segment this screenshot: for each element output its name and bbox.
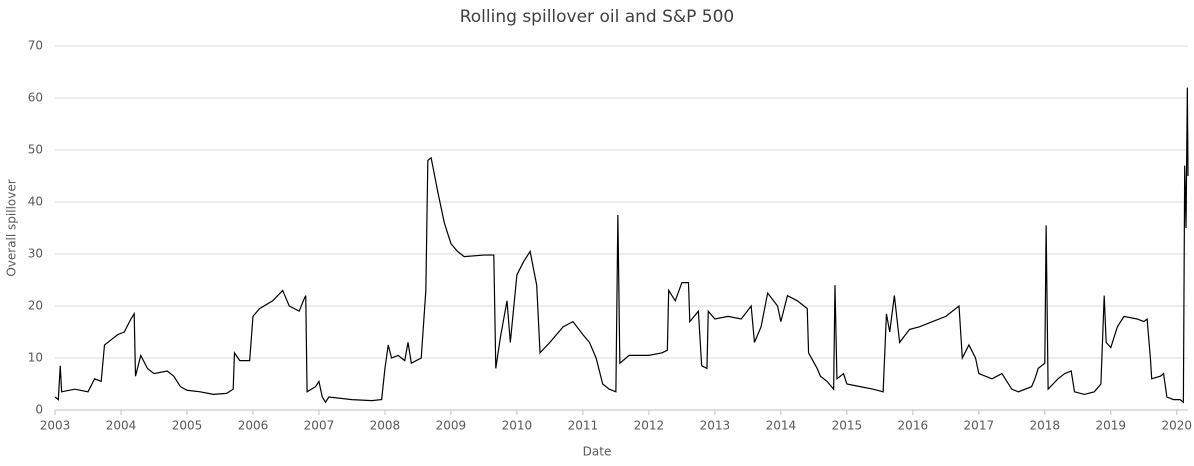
x-tick-label: 2016 <box>898 419 929 433</box>
x-tick-label: 2017 <box>964 419 995 433</box>
x-tick-label: 2011 <box>568 419 599 433</box>
x-tick-label: 2018 <box>1030 419 1061 433</box>
y-tick-label: 10 <box>28 351 43 365</box>
series-line <box>54 87 1189 404</box>
x-tick-label: 2010 <box>502 419 533 433</box>
y-tick-label: 50 <box>28 143 43 157</box>
x-tick-label: 2008 <box>370 419 401 433</box>
x-tick-label: 2005 <box>172 419 203 433</box>
y-tick-label: 0 <box>35 403 43 417</box>
y-tick-label: 60 <box>28 91 43 105</box>
x-tick-label: 2004 <box>106 419 137 433</box>
x-tick-label: 2009 <box>436 419 467 433</box>
x-tick-label: 2003 <box>40 419 71 433</box>
x-axis-label: Date <box>583 445 612 459</box>
y-tick-label: 20 <box>28 299 43 313</box>
chart-title: Rolling spillover oil and S&P 500 <box>460 7 735 27</box>
y-axis-label: Overall spillover <box>5 179 19 276</box>
x-tick-label: 2007 <box>304 419 335 433</box>
y-tick-label: 40 <box>28 195 43 209</box>
y-tick-label: 70 <box>28 39 43 53</box>
x-tick-label: 2012 <box>634 419 665 433</box>
x-tick-label: 2014 <box>766 419 797 433</box>
x-tick-label: 2019 <box>1096 419 1127 433</box>
y-tick-label: 30 <box>28 247 43 261</box>
x-tick-label: 2006 <box>238 419 269 433</box>
x-tick-label: 2020 <box>1162 419 1193 433</box>
x-tick-label: 2015 <box>832 419 863 433</box>
x-tick-label: 2013 <box>700 419 731 433</box>
